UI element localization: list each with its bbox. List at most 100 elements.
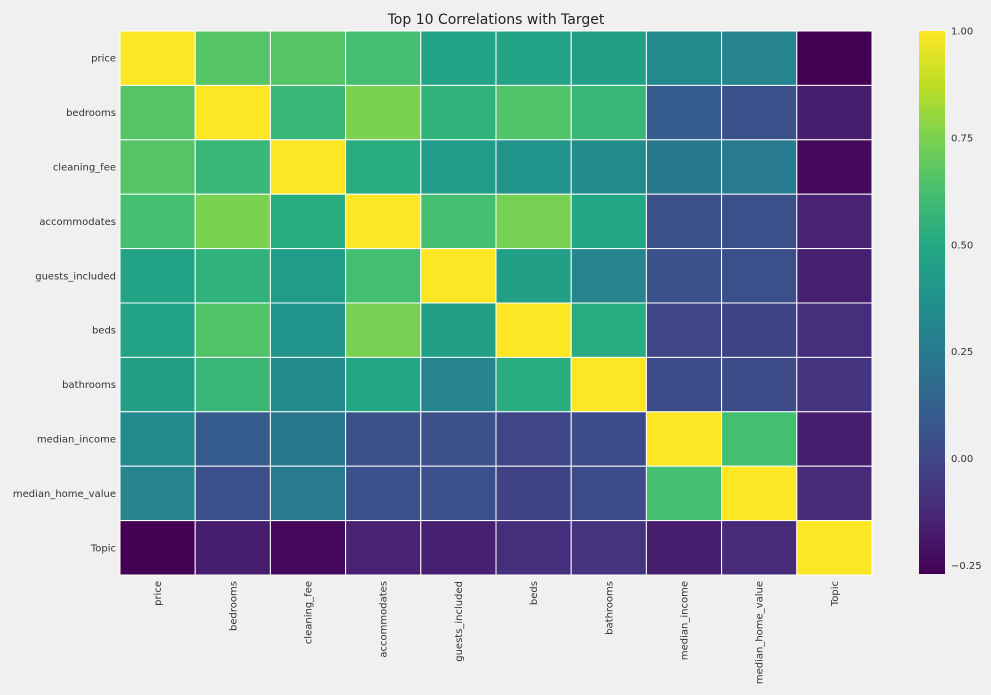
column-label: bedrooms: [228, 581, 239, 631]
heatmap-cell: [570, 411, 647, 467]
heatmap-cell: [796, 84, 873, 141]
heatmap-cell: [345, 302, 422, 358]
heatmap-cell: [645, 248, 723, 304]
heatmap-cell: [345, 193, 422, 250]
heatmap-cell: [119, 520, 196, 576]
heatmap-cell: [345, 248, 422, 304]
heatmap-cell: [119, 302, 196, 358]
colorbar-tick-label: 0.50: [951, 240, 973, 251]
column-label: beds: [529, 581, 540, 605]
row-label: accommodates: [39, 217, 116, 228]
heatmap-cell: [645, 139, 723, 195]
heatmap-cell: [721, 465, 798, 522]
heatmap-cell: [194, 356, 271, 413]
heatmap-cell: [645, 30, 723, 86]
column-label: Topic: [830, 581, 841, 607]
heatmap-cell: [721, 84, 798, 141]
heatmap-cell: [495, 248, 572, 304]
heatmap-cell: [645, 356, 723, 413]
heatmap-cell: [269, 411, 347, 467]
heatmap-cell: [495, 84, 572, 141]
heatmap-cell: [119, 356, 196, 413]
heatmap-cell: [721, 356, 798, 413]
heatmap-cell: [269, 30, 347, 86]
heatmap-cells: [119, 30, 873, 576]
column-label: cleaning_fee: [304, 581, 315, 644]
heatmap-cell: [194, 30, 271, 86]
heatmap-cell: [119, 411, 196, 467]
heatmap-cell: [119, 465, 196, 522]
heatmap-cell: [796, 30, 873, 86]
colorbar-ticks: 1.00 0.75 0.50 0.25 0.00 −0.25: [951, 27, 982, 572]
heatmap-cell: [721, 302, 798, 358]
heatmap-cell: [570, 193, 647, 250]
heatmap-cell: [420, 84, 497, 141]
heatmap-cell: [194, 139, 271, 195]
heatmap-cell: [570, 465, 647, 522]
row-label: bathrooms: [62, 380, 116, 391]
heatmap-cell: [420, 248, 497, 304]
heatmap-cell: [796, 520, 873, 576]
heatmap-cell: [645, 465, 723, 522]
column-label: bathrooms: [604, 581, 615, 635]
column-label: median_home_value: [755, 581, 766, 684]
heatmap-cell: [570, 139, 647, 195]
column-label: median_income: [680, 581, 691, 660]
heatmap-cell: [796, 139, 873, 195]
colorbar-tick-label: 0.00: [951, 454, 973, 465]
heatmap-cell: [345, 139, 422, 195]
heatmap-cell: [119, 248, 196, 304]
heatmap-cell: [194, 84, 271, 141]
heatmap-cell: [495, 411, 572, 467]
column-label: accommodates: [379, 581, 390, 658]
heatmap-cell: [570, 30, 647, 86]
heatmap-cell: [269, 193, 347, 250]
heatmap-cell: [796, 411, 873, 467]
heatmap-cell: [570, 84, 647, 141]
heatmap-cell: [119, 139, 196, 195]
heatmap-cell: [269, 248, 347, 304]
heatmap-cell: [645, 411, 723, 467]
heatmap-cell: [420, 411, 497, 467]
heatmap-cell: [345, 30, 422, 86]
colorbar-tick-label: 1.00: [951, 27, 973, 38]
heatmap-cell: [721, 248, 798, 304]
heatmap-cell: [796, 465, 873, 522]
heatmap-cell: [420, 356, 497, 413]
heatmap-cell: [420, 520, 497, 576]
row-label: price: [91, 54, 116, 65]
heatmap-cell: [570, 248, 647, 304]
heatmap-cell: [495, 302, 572, 358]
heatmap-cell: [495, 520, 572, 576]
heatmap-cell: [194, 302, 271, 358]
heatmap-cell: [345, 520, 422, 576]
heatmap-cell: [495, 356, 572, 413]
heatmap-cell: [345, 465, 422, 522]
row-label: beds: [92, 326, 116, 337]
colorbar-tick-label: −0.25: [951, 561, 982, 572]
heatmap-cell: [721, 520, 798, 576]
heatmap-cell: [345, 84, 422, 141]
heatmap-cell: [194, 248, 271, 304]
heatmap-cell: [194, 520, 271, 576]
row-label: median_income: [37, 435, 116, 446]
heatmap-cell: [796, 356, 873, 413]
column-labels: price bedrooms cleaning_fee accommodates gue…: [153, 581, 841, 684]
heatmap-cell: [269, 465, 347, 522]
heatmap-cell: [194, 411, 271, 467]
heatmap-cell: [721, 411, 798, 467]
heatmap-cell: [721, 30, 798, 86]
colorbar: [919, 31, 945, 574]
heatmap-cell: [796, 248, 873, 304]
heatmap-cell: [269, 84, 347, 141]
heatmap-cell: [269, 520, 347, 576]
column-label: guests_included: [454, 581, 465, 662]
row-label: cleaning_fee: [53, 163, 116, 174]
heatmap-cell: [119, 193, 196, 250]
heatmap-cell: [570, 302, 647, 358]
heatmap-cell: [645, 193, 723, 250]
heatmap-cell: [345, 411, 422, 467]
heatmap-cell: [420, 302, 497, 358]
heatmap-cell: [645, 520, 723, 576]
